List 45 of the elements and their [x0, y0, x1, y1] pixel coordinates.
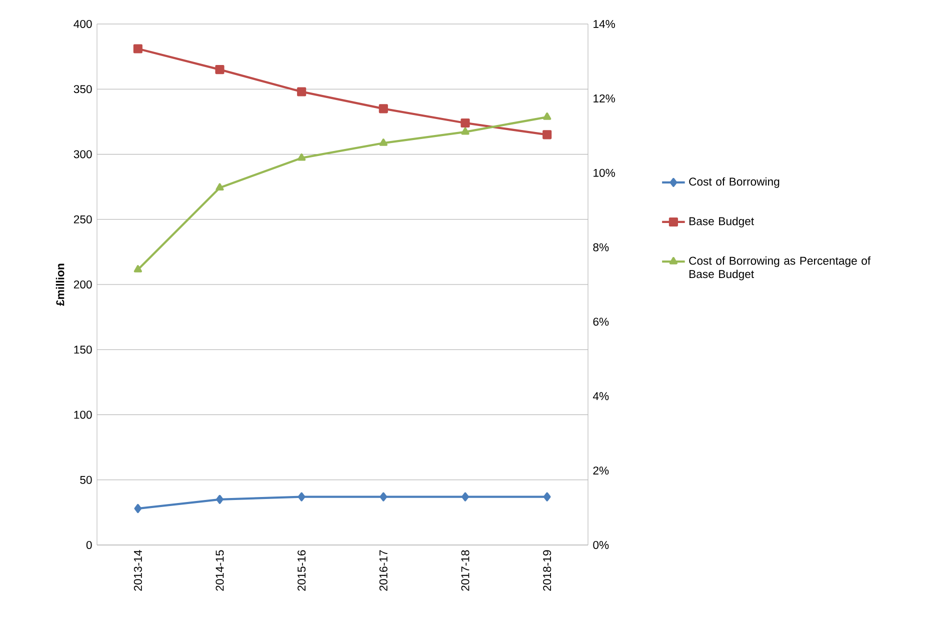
point — [543, 112, 552, 120]
point — [215, 65, 224, 74]
point — [543, 492, 551, 502]
y-tick-label: 350 — [74, 85, 92, 94]
y2-tick-label: 0% — [593, 540, 609, 550]
point — [297, 87, 306, 96]
x-tick-label: 2014-15 — [216, 550, 224, 591]
legend-label: Cost of Borrowing — [689, 177, 780, 188]
point — [378, 104, 388, 114]
y-tick-label: 100 — [74, 410, 92, 419]
point — [133, 44, 142, 54]
point — [216, 183, 224, 191]
y2-tick-label: 4% — [592, 392, 609, 400]
point — [542, 130, 552, 140]
y2-tick-label: 12% — [594, 94, 615, 102]
x-tick-label: 2018-19 — [543, 550, 552, 591]
point — [461, 127, 470, 135]
x-tick-label: 2013-14 — [134, 550, 142, 591]
y-axis-title: £million — [56, 264, 64, 306]
x-tick-label: 2016-17 — [379, 550, 388, 591]
point — [216, 494, 224, 504]
point — [134, 265, 142, 272]
x-tick-label: 2015-16 — [298, 550, 306, 591]
y-tick-label: 200 — [74, 280, 92, 289]
y-tick-label: 250 — [74, 215, 92, 224]
y2-tick-label: 8% — [593, 243, 609, 252]
point — [134, 504, 142, 514]
y-tick-label: 50 — [80, 476, 92, 484]
point — [462, 492, 469, 502]
point — [460, 118, 470, 128]
y2-tick-label: 10% — [594, 168, 615, 177]
x-tick-label: 2017-18 — [461, 550, 470, 591]
y2-tick-label: 6% — [593, 318, 609, 326]
y2-tick-label: 2% — [593, 466, 609, 475]
y-tick-label: 300 — [74, 150, 92, 158]
legend-label: Base Budget — [689, 216, 754, 228]
legend-label: Cost of Borrowing as Percentage of Base Budget — [689, 256, 871, 280]
point — [298, 153, 306, 161]
point — [380, 492, 388, 502]
point — [379, 138, 388, 146]
point — [298, 492, 306, 502]
y-tick-label: 0 — [86, 540, 92, 550]
y2-tick-label: 14% — [594, 20, 615, 28]
y-tick-label: 150 — [74, 346, 92, 354]
y-tick-label: 400 — [74, 20, 92, 28]
